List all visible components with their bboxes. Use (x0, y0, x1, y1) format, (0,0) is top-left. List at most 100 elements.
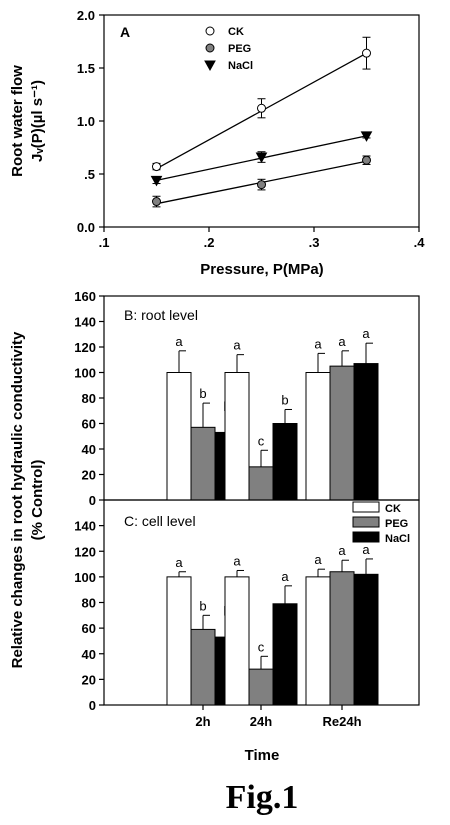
panel-c-bar-ck (305, 576, 331, 706)
panel-c-significance-label: a (175, 555, 183, 570)
panel-b-bar-nacl (353, 363, 379, 501)
panel-b-significance-label: b (199, 386, 206, 401)
panel-a-x-tick-label: .1 (99, 235, 110, 250)
panel-c-significance-label: a (362, 542, 370, 557)
legend-label-nacl: NaCl (385, 533, 410, 545)
panel-c-x-tick-label: 2h (195, 714, 210, 729)
panel-b-label: B: root level (124, 307, 198, 323)
panel-b-y-tick-label: 100 (74, 366, 96, 381)
legend-marker-nacl (204, 60, 216, 72)
panel-a-frame (103, 14, 420, 228)
panel-c-bar-nacl (353, 573, 379, 706)
panel-c-data-marks: abbacaaaa (166, 542, 379, 706)
panel-c-significance-label: a (233, 553, 241, 568)
panel-c-bar-peg (248, 668, 274, 706)
panel-a-point-ck (362, 48, 371, 58)
legend-label-peg: PEG (228, 43, 251, 55)
panel-b-bar-ck (305, 372, 331, 501)
panel-c-significance-label: b (199, 598, 206, 613)
legend-swatch-nacl (352, 531, 380, 543)
panel-a-y-tick-label: 2.0 (77, 8, 95, 23)
panel-a-legend: CK PEG NaCl (204, 26, 253, 72)
figure-label: Fig.1 (226, 779, 299, 816)
panel-b-y-tick-label: 20 (82, 468, 96, 483)
panel-b-significance-label: a (338, 334, 346, 349)
panel-b-significance-label: c (258, 433, 265, 448)
panel-b-significance-label: a (362, 326, 370, 341)
panel-a-x-axis-label: Pressure, P(MPa) (200, 261, 323, 278)
legend-swatch-ck (352, 501, 380, 513)
legend-swatch-peg (352, 516, 380, 528)
panel-b-significance-label: a (175, 334, 183, 349)
panel-a-data-marks (150, 36, 373, 208)
panel-b-axes: 0 20 40 60 80 100 120 140 160 (74, 289, 104, 508)
panel-a-point-nacl (150, 175, 163, 187)
panel-c-y-tick-label: 0 (89, 698, 96, 713)
panel-b-y-tick-label: 0 (89, 493, 96, 508)
panel-b-bar-peg (329, 365, 355, 501)
panel-a-x-tick-label: .4 (414, 235, 426, 250)
legend-label-ck: CK (228, 26, 244, 38)
panel-a-y-tick-label: 0.0 (77, 220, 95, 235)
panel-c-x-axis-label: Time (245, 747, 280, 764)
panel-c-y-tick-label: 80 (82, 596, 96, 611)
panel-c-y-tick-label: 60 (82, 621, 96, 636)
panel-c-bar-peg (329, 571, 355, 706)
legend-marker-peg (205, 43, 215, 53)
panel-b-significance-label: a (314, 336, 322, 351)
panel-a-x-tick-label: .2 (204, 235, 215, 250)
panel-b-significance-label: a (233, 338, 241, 353)
panel-c-significance-label: a (281, 569, 289, 584)
panel-a-point-peg (362, 155, 371, 165)
panel-a-y-tick-label: 1.5 (77, 61, 95, 76)
panel-a-point-peg (257, 180, 266, 190)
panel-c-y-tick-label: 100 (74, 570, 96, 585)
shared-y-axis-label-line2: (% Control) (29, 460, 46, 541)
shared-y-axis-label-line1: Relative changes in root hydraulic condu… (9, 331, 26, 668)
panel-c-significance-label: a (338, 543, 346, 558)
panel-b-bar-peg (248, 466, 274, 501)
panel-c-legend: CK PEG NaCl (352, 501, 410, 545)
panel-c-axes: 0 20 40 60 80 100 120 140 2h 24h Re24h (74, 519, 361, 729)
panel-b-bar-nacl (272, 423, 298, 501)
legend-label-nacl: NaCl (228, 60, 253, 72)
panel-c-x-tick-label: 24h (250, 714, 272, 729)
panel-c-y-tick-label: 120 (74, 544, 96, 559)
panel-a-y-tick-label: 1.0 (77, 114, 95, 129)
panel-b-y-tick-label: 80 (82, 391, 96, 406)
panel-a-scatter: .1 .2 .3 .4 0.0 .5 1.0 1.5 2.0 A CK PEG NaCl Press… (9, 8, 425, 278)
panel-b-significance-label: b (281, 392, 288, 407)
panel-c-y-tick-label: 20 (82, 672, 96, 687)
panel-b-y-tick-label: 140 (74, 315, 96, 330)
panel-a-point-nacl (360, 131, 373, 142)
panel-a-point-ck (152, 162, 161, 172)
panel-a-y-axis-label-line1: Root water flow (9, 65, 26, 177)
panel-b-bar-ck (224, 372, 250, 501)
panel-c-bar-ck (166, 576, 192, 706)
panel-a-point-peg (152, 197, 161, 207)
panel-c-significance-label: a (314, 552, 322, 567)
panel-a-y-axis-label-line2: Jᵥ(P)(µl s⁻¹) (29, 80, 46, 162)
panel-a-point-nacl (255, 152, 268, 164)
panel-c-y-tick-label: 140 (74, 519, 96, 534)
panel-c-y-tick-label: 40 (82, 647, 96, 662)
panel-c-significance-label: c (258, 639, 265, 654)
legend-marker-ck (205, 26, 215, 36)
panel-c-bar-ck (224, 576, 250, 706)
panel-a-label: A (120, 24, 130, 40)
panel-c-x-tick-label: Re24h (322, 714, 361, 729)
legend-label-ck: CK (385, 503, 401, 515)
panel-c-label: C: cell level (124, 513, 196, 529)
panel-b-y-tick-label: 160 (74, 289, 96, 304)
panel-b-y-tick-label: 40 (82, 442, 96, 457)
panel-a-x-tick-label: .3 (309, 235, 320, 250)
panel-a-axes: .1 .2 .3 .4 0.0 .5 1.0 1.5 2.0 (77, 8, 425, 250)
panel-c-bar-nacl (272, 603, 298, 706)
panel-a-y-tick-label: .5 (84, 167, 95, 182)
panel-b-bar-ck (166, 372, 192, 501)
panel-c-bar-peg (190, 628, 216, 706)
panel-b-y-tick-label: 120 (74, 340, 96, 355)
